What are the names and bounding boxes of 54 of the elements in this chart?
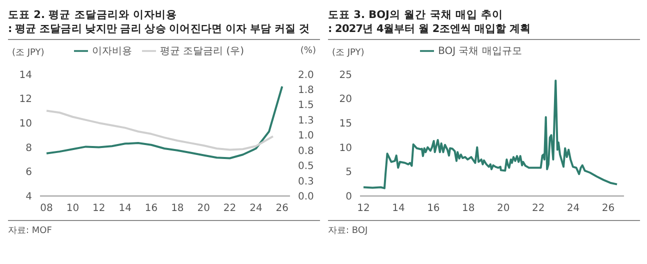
y-tick-label: 25 [339, 70, 352, 81]
y-tick-label: 5 [346, 167, 352, 178]
y2-tick-label: 1.3 [298, 115, 314, 126]
chart-title: 도표 3. BOJ의 월간 국채 매입 추이 [328, 8, 504, 22]
y2-tick-label: 0.5 [298, 161, 314, 172]
x-tick-label: 22 [532, 203, 545, 214]
x-tick-label: 14 [392, 203, 405, 214]
x-tick-label: 20 [496, 203, 510, 214]
x-tick-label: 16 [427, 203, 440, 214]
y2-tick-label: 1.0 [298, 130, 314, 142]
legend-label: 이자비용 [92, 46, 132, 57]
text: 자료: MOF [8, 225, 53, 237]
line-series [46, 85, 284, 160]
y2-axis-title: (%) [300, 46, 316, 56]
y-tick-label: 8 [26, 142, 32, 154]
y-tick-label: 12 [19, 94, 32, 106]
line-series [362, 80, 618, 190]
x-tick-label: 10 [66, 203, 80, 214]
y-tick-label: 4 [26, 192, 32, 203]
x-tick-label: 08 [40, 203, 53, 214]
y-tick-label: 10 [339, 142, 352, 154]
x-tick-label: 16 [144, 203, 158, 214]
x-tick-label: 18 [462, 203, 475, 214]
x-tick-label: 24 [250, 203, 262, 214]
text: 자료: BOJ [328, 225, 369, 237]
y2-tick-label: 2.0 [298, 70, 314, 81]
y-tick-label: 6 [26, 167, 32, 178]
x-tick-label: 18 [171, 203, 184, 214]
chart-subtitle: : 평균 조달금리 낮지만 금리 상승 이어진다면 이자 부담 커질 것 [8, 22, 320, 40]
x-tick-label: 26 [602, 203, 615, 214]
legend-label: 평균 조달금리 (우) [160, 46, 244, 57]
y2-tick-label: 1.5 [298, 100, 314, 112]
x-tick-label: 24 [566, 203, 580, 214]
x-tick-label: 12 [357, 203, 370, 214]
y2-tick-label: 0.8 [298, 146, 314, 157]
legend-label: BOJ 국채 매입규모 [438, 46, 522, 57]
y-tick-label: 0 [346, 192, 352, 203]
y-axis-title: (조 JPY) [332, 47, 364, 59]
y-axis-title: (조 JPY) [12, 47, 44, 59]
x-tick-label: 20 [197, 203, 210, 214]
y2-tick-label: 0.3 [298, 176, 314, 188]
y-tick-label: 10 [19, 118, 32, 130]
y2-tick-label: 1.8 [298, 85, 314, 96]
x-tick-label: 14 [118, 203, 132, 214]
line-series [46, 110, 274, 151]
y-tick-label: 20 [339, 94, 352, 106]
y-tick-label: 15 [339, 118, 352, 130]
x-tick-label: 26 [276, 203, 289, 214]
chart-title: 도표 2. 평균 조달금리와 이자비용 [8, 8, 178, 22]
x-tick-label: 12 [92, 203, 106, 214]
x-tick-label: 22 [223, 203, 236, 214]
chart-subtitle: : 2027년 4월부터 월 2조엔씩 매입할 계획 [328, 22, 640, 40]
y2-tick-label: 0.0 [298, 192, 314, 203]
y-tick-label: 14 [19, 70, 32, 81]
